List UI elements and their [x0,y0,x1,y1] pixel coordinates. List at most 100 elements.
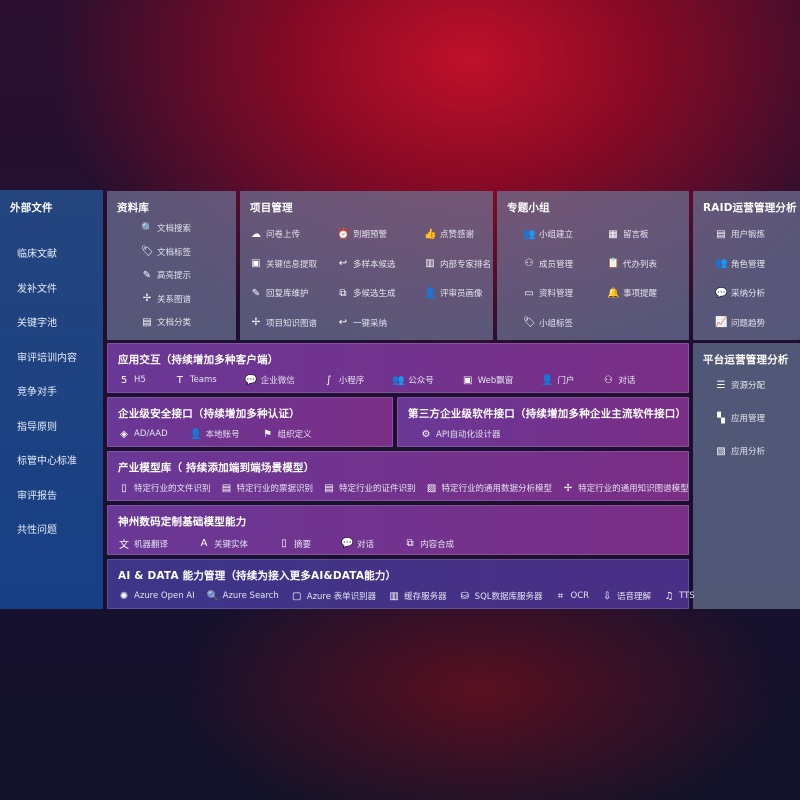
item-label: H5 [134,375,146,385]
item-pen[interactable]: ✎ 回复库维护 [250,287,309,300]
cloud-upload-icon: ☁ [251,228,261,240]
item-document-search[interactable]: 🔍 Azure Search [207,590,279,602]
id-card-icon: ▤ [324,482,334,494]
user-icon: 👤 [424,287,437,299]
item-label: 机器翻译 [134,539,169,550]
item-tts[interactable]: ♫ TTS [663,590,695,602]
item-users[interactable]: 👥 公众号 [392,374,434,387]
external-file-item[interactable]: 竞争对手 [17,387,57,398]
item-document[interactable]: ▯ 摘要 [278,536,311,551]
panel-title: 项目管理 [250,202,293,214]
item-graph[interactable]: ✢ 项目知识图谱 [250,317,317,329]
item-form[interactable]: ▢ Azure 表单识别器 [291,590,376,603]
item-graph[interactable]: ✢ 关系图谱 [141,293,191,305]
item-puzzle[interactable]: ⧉ 内容合成 [404,536,454,551]
item-list: ⚙ API自动化设计器 [420,428,520,441]
external-file-item[interactable]: 审评报告 [17,490,57,502]
item-user-add[interactable]: ⚇ 成员管理 [523,258,574,270]
item-chat[interactable]: 💬 对话 [341,536,374,551]
ai-data-panel: AI & DATA 能力管理（持续为接入更多AI&DATA能力） ✺ Azure O… [107,559,695,609]
item-id-card[interactable]: ▤ 用户锻炼 [715,228,765,241]
item-graph[interactable]: ✢ 特定行业的通用知识图谱模型 [562,482,689,495]
tag-icon: 🏷 [523,317,536,328]
external-files-panel: 外部文件 临床文献 发补文件 关键字池 审评培训内容 竞争对手 指导原则 标管中心标准 审评报… [0,190,103,609]
item-translate[interactable]: 文机器翻译 [118,536,169,552]
item-reply[interactable]: ↩ 一键采纳 [337,317,387,329]
external-file-item[interactable]: 临床文献 [17,249,57,260]
item-document[interactable]: ▯ 特定行业的文件识别 [118,482,211,495]
item-folder[interactable]: ▭ 资料管理 [523,287,573,300]
qa-icon: 💬 [715,287,728,299]
external-file-item[interactable]: 审评培训内容 [17,352,77,364]
item-label: 多候选生成 [353,289,396,299]
item-tag[interactable]: 🏷 文档标签 [141,246,191,258]
item-user[interactable]: 👤 评审员画像 [424,287,483,300]
item-mini-program[interactable]: ∫ 小程序 [323,374,364,387]
item-apps[interactable]: ▚ 应用管理 [715,412,765,425]
item-teams[interactable]: T Teams [174,374,217,386]
item-users[interactable]: 👥 角色管理 [715,258,765,270]
panel-title: 神州数码定制基础模型能力 [118,516,247,528]
panel-title: 平台运营管理分析 [703,354,789,366]
gear-icon: ⚙ [421,428,431,440]
item-checklist[interactable]: ☰ 资源分配 [715,379,766,392]
item-trend[interactable]: 📈 问题趋势 [715,317,765,329]
item-voice[interactable]: ⇩ 语音理解 [601,590,651,603]
item-openai[interactable]: ✺ Azure Open AI [118,590,195,602]
item-alarm[interactable]: ⏰ 到期预警 [337,228,387,241]
item-database[interactable]: ⛁ SQL数据库服务器 [459,590,542,603]
item-user[interactable]: 👤 门户 [541,374,574,387]
item-qa[interactable]: 💬 采纳分析 [715,287,765,300]
item-document-search[interactable]: 🔍 文档搜索 [141,222,192,235]
ocr-icon: ⌗ [557,590,564,602]
item-cloud-upload[interactable]: ☁ 问卷上传 [250,228,300,241]
item-bbs[interactable]: ▦ 留言板 [607,228,648,241]
item-reply[interactable]: ↩ 多样本候选 [337,258,396,270]
item-thumbs-up[interactable]: 👍 点赞感谢 [424,228,474,241]
item-bell[interactable]: 🔔 事项提醒 [607,287,657,300]
item-document-classify[interactable]: ▤ 文档分类 [141,316,191,329]
item-tag[interactable]: 🏷 小组标签 [523,317,573,329]
chart-icon: ▧ [716,445,726,457]
item-label: 一键采纳 [353,318,388,329]
item-cache[interactable]: ▥ 缓存服务器 [388,590,446,603]
external-file-item[interactable]: 发补文件 [17,283,57,295]
item-label: 特定行业的文件识别 [134,484,211,494]
item-diamond[interactable]: ◈ AD/AAD [118,428,168,440]
security-interface-panel: 企业级安全接口（持续增加多种认证） ◈ AD/AAD 👤 本地账号 ⚑ 组织定义 [107,397,393,447]
item-puzzle[interactable]: ⧉ 多候选生成 [337,287,396,300]
item-entity[interactable]: A 关键实体 [198,536,248,551]
app-interaction-panel: 应用交互（持续增加多种客户端） 5 H5 T Teams 💬 企业微信 ∫ 小程序 👥 公众号 ▣ We… [107,343,689,393]
item-label: 文档搜索 [157,224,192,234]
item-receipt[interactable]: ▤ 特定行业的票据识别 [221,482,313,495]
document-search-icon: 🔍 [141,222,154,234]
chat-users-icon: ⚇ [603,374,613,386]
item-chart[interactable]: ▧ 应用分析 [715,445,765,458]
item-user[interactable]: 👤 本地账号 [190,428,240,441]
item-image[interactable]: ▨ 特定行业的通用数据分析模型 [426,482,552,495]
external-file-item[interactable]: 关键字池 [17,318,57,329]
item-ocr[interactable]: ⌗ OCR [555,590,589,602]
graph-icon: ✢ [251,317,261,328]
external-file-item[interactable]: 标管中心标准 [17,456,77,467]
document-icon: ▯ [281,538,287,549]
external-file-item[interactable]: 共性问题 [17,525,57,536]
item-ranking[interactable]: ▥ 内部专家排名 [424,258,491,270]
item-chat-users[interactable]: ⚇ 对话 [602,374,636,387]
external-file-item[interactable]: 指导原则 [17,421,57,433]
item-gear[interactable]: ⚙ API自动化设计器 [420,428,501,441]
item-id-card[interactable]: ▤ 特定行业的证件识别 [323,482,415,495]
item-users[interactable]: 👥 小组建立 [523,228,573,241]
base-model-panel: 神州数码定制基础模型能力文机器翻译 A 关键实体 ▯ 摘要 💬 对话 ⧉ 内容合成 [107,505,689,555]
item-pen[interactable]: ✎ 高亮提示 [141,269,191,282]
window-icon: ▣ [251,258,261,269]
form-icon: ▢ [292,590,302,602]
item-wechat[interactable]: 💬 企业微信 [245,374,295,387]
item-org[interactable]: ⚑ 组织定义 [262,428,312,441]
item-clipboard[interactable]: 📋 代办列表 [607,258,657,270]
item-html5[interactable]: 5 H5 [118,374,146,386]
item-window[interactable]: ▣ 关键信息提取 [250,258,317,270]
panel-title: AI & DATA 能力管理（持续为接入更多AI&DATA能力） [118,570,397,582]
item-window[interactable]: ▣ Web飘窗 [462,374,513,387]
id-card-icon: ▤ [716,228,726,240]
